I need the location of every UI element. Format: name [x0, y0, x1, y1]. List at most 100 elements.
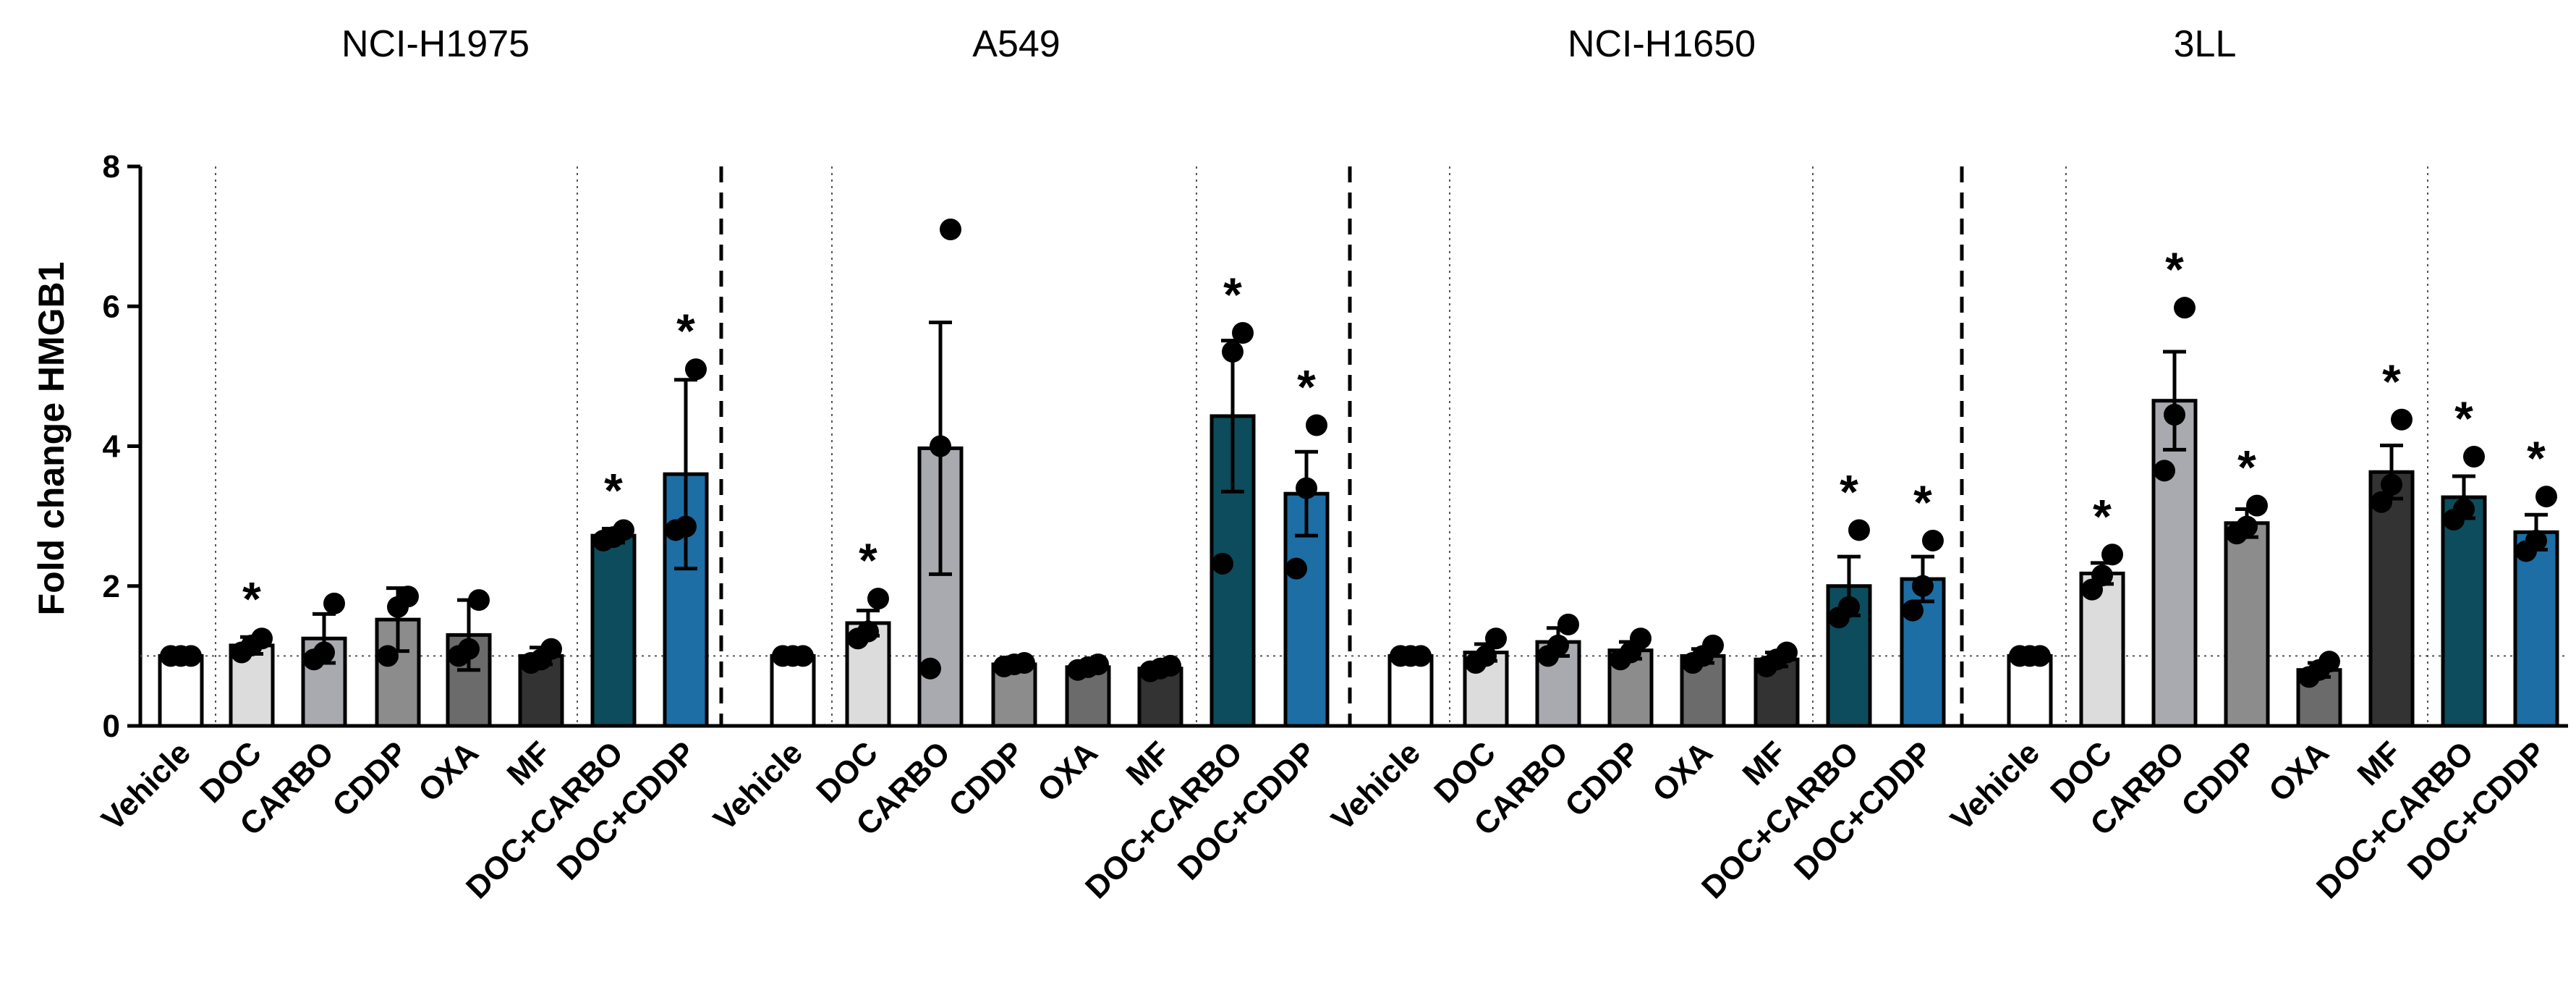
y-axis-label: Fold change HMGB1: [31, 262, 72, 616]
data-point: [867, 588, 889, 610]
data-point: [1557, 613, 1579, 635]
bar: [663, 472, 709, 728]
x-tick-label: CDDP: [2175, 735, 2263, 824]
data-point: [1306, 414, 1327, 436]
significance-star: *: [2093, 489, 2112, 543]
data-point: [685, 358, 707, 381]
data-points: [160, 218, 2557, 688]
data-point: [2246, 494, 2268, 517]
x-tick-label: CDDP: [942, 735, 1031, 824]
x-tick-label: Vehicle: [95, 735, 197, 837]
significance-star: *: [2165, 242, 2184, 296]
data-point: [1848, 519, 1870, 541]
data-point: [2381, 473, 2402, 496]
panel-title-4: 3LL: [2174, 23, 2237, 65]
data-point: [2091, 564, 2113, 587]
x-tick-label: OXA: [1031, 735, 1105, 808]
panel-titles: NCI-H1975 A549 NCI-H1650 3LL: [341, 23, 2236, 65]
data-point: [1547, 634, 1569, 656]
data-point: [1013, 652, 1035, 675]
data-point: [2154, 460, 2175, 482]
data-point: [2029, 645, 2051, 667]
y-tick-label: 0: [103, 709, 120, 744]
y-tick-label: 2: [103, 569, 120, 604]
data-point: [1285, 557, 1307, 580]
x-tick-label: CDDP: [1558, 735, 1647, 824]
data-point: [2164, 404, 2185, 426]
data-point: [2101, 544, 2123, 566]
significance-star: *: [1913, 475, 1932, 529]
data-point: [397, 585, 419, 608]
data-point: [1485, 627, 1507, 650]
x-tick-label: OXA: [1646, 735, 1720, 808]
panel-title-2: A549: [972, 23, 1060, 65]
data-point: [792, 645, 814, 667]
data-point: [1296, 477, 1317, 499]
y-tick-label: 4: [103, 429, 121, 465]
data-point: [675, 515, 697, 538]
data-point: [1232, 321, 1254, 344]
data-point: [2525, 529, 2547, 551]
significance-star: *: [1840, 465, 1858, 518]
data-point: [1475, 645, 1497, 667]
significance-star: *: [676, 304, 695, 358]
data-point: [1838, 596, 1860, 618]
data-point: [1410, 645, 1432, 667]
data-point: [919, 657, 941, 680]
x-tick-label: MF: [1119, 735, 1177, 792]
separator-lines: [140, 166, 2568, 726]
data-point: [1902, 599, 1924, 622]
bar: [2368, 470, 2415, 728]
data-point: [377, 645, 399, 667]
data-point: [458, 638, 480, 660]
data-point: [323, 592, 345, 614]
data-point: [2463, 445, 2485, 468]
panel-title-1: NCI-H1975: [341, 23, 530, 65]
significance-star: *: [2454, 392, 2473, 445]
data-point: [1912, 575, 1934, 597]
significance-star: *: [604, 464, 623, 517]
data-point: [251, 627, 273, 650]
bars: [158, 399, 2559, 728]
significance-star: *: [2527, 431, 2546, 485]
data-point: [940, 218, 961, 240]
bar: [2513, 530, 2559, 728]
significance-star: *: [859, 533, 877, 587]
x-tick-label: MF: [1735, 735, 1793, 792]
data-point: [1222, 341, 1244, 363]
significance-star: *: [1223, 268, 1242, 321]
data-point: [613, 519, 634, 541]
data-point: [2535, 486, 2557, 508]
data-point: [930, 435, 951, 457]
data-point: [180, 645, 202, 667]
data-point: [2453, 498, 2475, 520]
data-point: [468, 589, 490, 612]
bar: [590, 533, 637, 728]
error-bars: [240, 320, 2548, 679]
x-tick-label: Vehicle: [1325, 735, 1427, 837]
y-tick-label: 8: [103, 149, 120, 185]
data-point: [313, 641, 335, 664]
panel-title-3: NCI-H1650: [1568, 23, 1756, 65]
data-point: [540, 638, 562, 660]
data-point: [1087, 653, 1109, 675]
significance-star: *: [1297, 360, 1316, 414]
data-point: [2174, 297, 2195, 319]
data-point: [1922, 529, 1944, 551]
data-point: [1212, 552, 1233, 575]
x-tick-label: MF: [500, 735, 558, 792]
data-point: [2391, 408, 2413, 431]
bar: [2441, 495, 2487, 728]
data-point: [1160, 654, 1181, 677]
x-tick-label: CDDP: [326, 735, 415, 824]
significance-star: *: [2382, 355, 2401, 408]
x-tick-label: Vehicle: [1944, 735, 2046, 837]
bar: [2151, 399, 2198, 728]
data-point: [2318, 651, 2340, 673]
bar: [158, 654, 204, 728]
significance-markers: * * * * * * * * * * * * * *: [242, 242, 2546, 625]
bar: [2224, 521, 2270, 728]
data-point: [2236, 515, 2258, 538]
